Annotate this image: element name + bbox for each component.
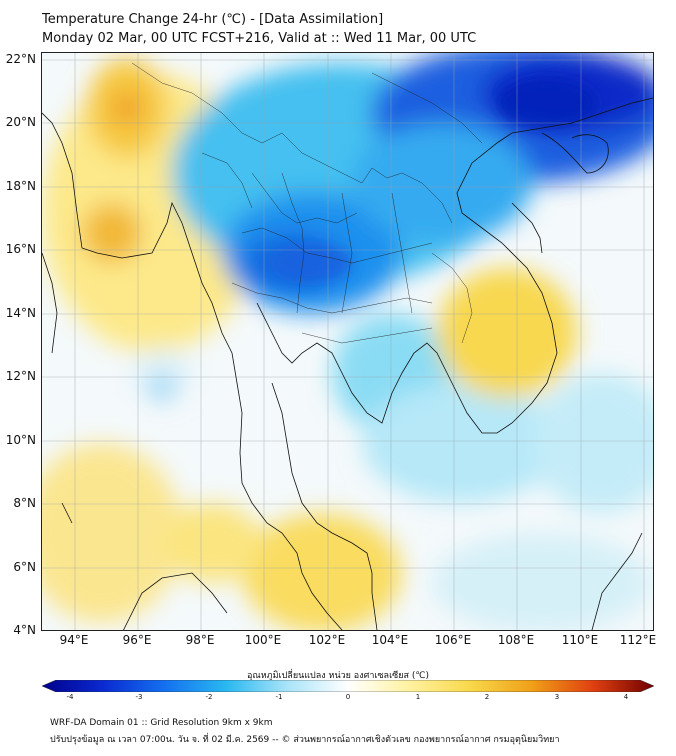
temperature-change-map <box>41 52 654 631</box>
lon-label-102: 102°E <box>308 633 346 647</box>
lon-label-96: 96°E <box>122 633 152 647</box>
footer-domain-info: WRF-DA Domain 01 :: Grid Resolution 9km … <box>50 718 273 728</box>
coastlines <box>42 97 653 630</box>
colorbar-tick: 3 <box>554 693 560 701</box>
map-canvas <box>42 53 653 630</box>
lon-label-110: 110°E <box>561 633 599 647</box>
colorbar-tick: 1 <box>415 693 421 701</box>
colorbar-tick: -4 <box>66 693 74 701</box>
lat-label-18: 18°N <box>5 179 36 193</box>
colorbar-title: อุณหภูมิเปลี่ยนแปลง หน่วย องศาเซลเซียส (… <box>246 671 430 681</box>
lat-label-8: 8°N <box>13 496 36 510</box>
lon-label-94: 94°E <box>59 633 89 647</box>
map-subtitle: Monday 02 Mar, 00 UTC FCST+216, Valid at… <box>42 31 477 46</box>
lat-label-16: 16°N <box>5 242 36 256</box>
lat-label-20: 20°N <box>5 115 36 129</box>
lat-label-14: 14°N <box>5 306 36 320</box>
lat-label-4: 4°N <box>13 623 36 637</box>
colorbar-tick: -3 <box>135 693 143 701</box>
lon-label-100: 100°E <box>244 633 282 647</box>
lon-label-108: 108°E <box>497 633 535 647</box>
colorbar <box>42 680 654 692</box>
colorbar-tick: 0 <box>345 693 351 701</box>
lat-label-22: 22°N <box>5 52 36 66</box>
lat-label-6: 6°N <box>13 560 36 574</box>
lon-label-104: 104°E <box>371 633 409 647</box>
colorbar-tick: -2 <box>205 693 213 701</box>
lon-label-106: 106°E <box>434 633 472 647</box>
colorbar-tick: -1 <box>275 693 283 701</box>
colorbar-tick: 2 <box>484 693 490 701</box>
colorbar-tick: 4 <box>623 693 629 701</box>
footer-credit: ปรับปรุงข้อมูล ณ เวลา 07:00น. วัน จ. ที่… <box>50 735 560 745</box>
lat-label-10: 10°N <box>5 433 36 447</box>
province-borders <box>131 62 483 344</box>
map-title: Temperature Change 24-hr (℃) - [Data Ass… <box>42 12 384 27</box>
lat-label-12: 12°N <box>5 369 36 383</box>
temperature-field <box>42 53 653 630</box>
graticule <box>42 53 653 630</box>
lon-label-112: 112°E <box>619 633 657 647</box>
lon-label-98: 98°E <box>185 633 215 647</box>
